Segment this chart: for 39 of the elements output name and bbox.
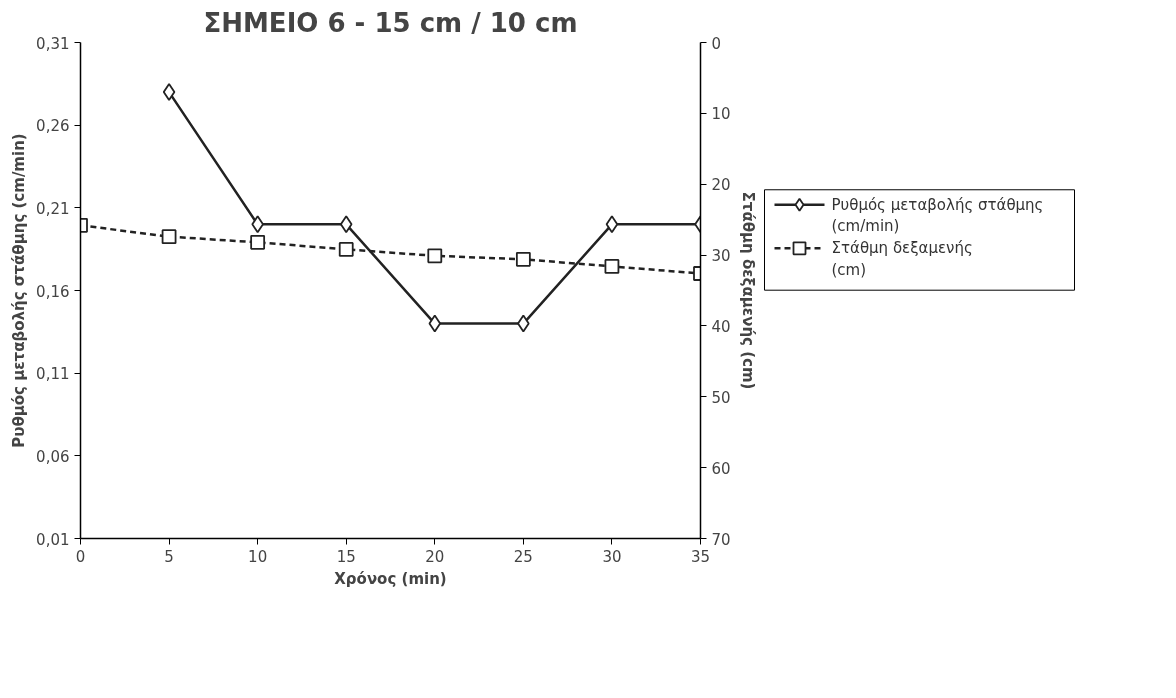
point [428,314,442,333]
y2-axis-title: Στάθμη δεξαμενής (cm) [738,191,757,390]
point [339,215,353,234]
y2-tick-label: 50 [711,388,731,407]
y2-tick-label: 60 [711,459,731,478]
x-tick-label: 35 [690,547,711,566]
y-tick-label: 0,26 [36,117,70,136]
x-tick-label: 20 [425,547,445,566]
point [515,251,531,267]
x-tick-label: 25 [513,547,533,566]
x-tick-label: 30 [602,547,622,566]
point [162,83,176,101]
y-tick-label: 0,11 [36,365,70,384]
x-axis-title: Χρόνος (min) [334,569,447,588]
y2-tick-label: 0 [711,34,722,53]
y2-tick-label: 30 [711,247,731,266]
point [605,215,619,234]
y-tick-label: 0,31 [36,34,70,53]
y-tick-label: 0,06 [36,447,70,466]
x-tick-label: 0 [75,547,86,566]
x-tick-label: 10 [248,547,268,566]
y2-tick-label: 10 [711,105,731,124]
point [250,234,266,250]
y2-tick-label: 40 [711,317,731,336]
point [604,259,620,274]
point [161,229,177,245]
y2-tick-label: 70 [711,530,731,549]
y-tick-label: 0,21 [36,199,70,218]
x-tick-label: 5 [164,547,174,566]
y-tick-label: 0,16 [36,282,70,301]
point [427,248,443,264]
y-tick-label: 0,01 [36,530,70,549]
legend-label: Ρυθμός μεταβολής στάθμης (cm/min) [831,195,1044,236]
chart-title: ΣΗΜΕΙΟ 6 - 15 cm / 10 cm [203,7,578,38]
legend-label: Στάθμη δεξαμενής (cm) [831,239,973,279]
point [338,242,354,257]
x-tick-label: 15 [336,547,356,566]
y-axis-title: Ρυθμός μεταβολής στάθμης (cm/min) [10,133,29,448]
y2-tick-label: 20 [711,176,731,195]
